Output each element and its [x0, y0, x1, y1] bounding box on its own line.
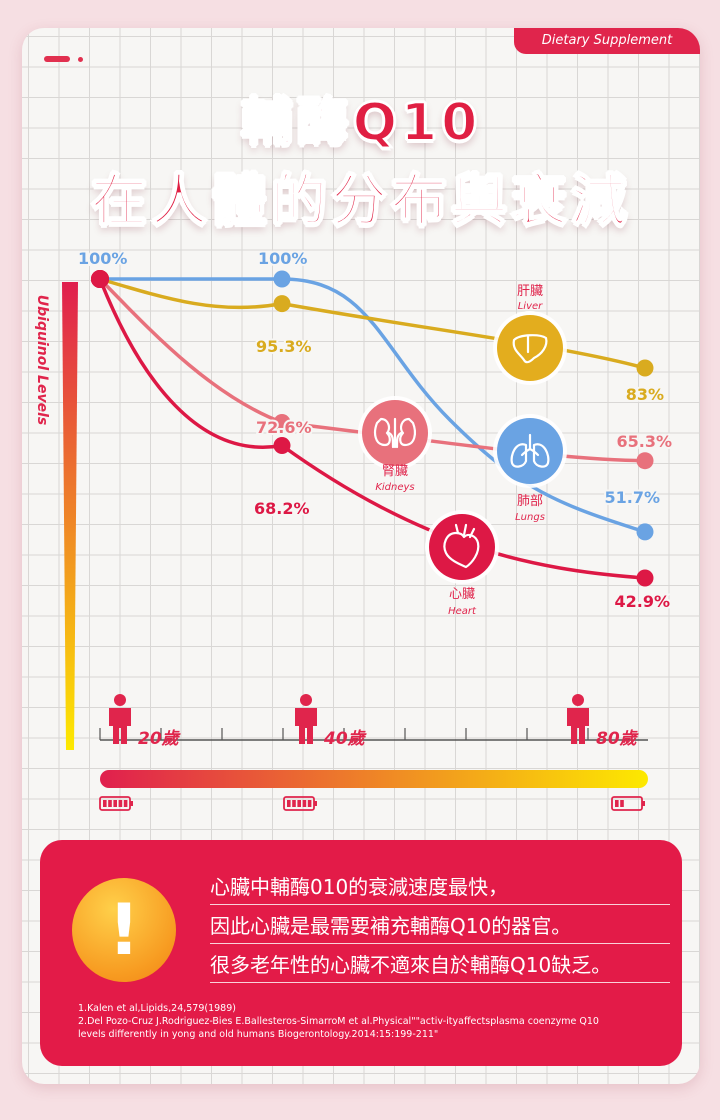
battery-icon-full-cell	[113, 800, 117, 807]
battery-icon-low-tip	[642, 801, 645, 806]
heart-badge: 心臟 Heart	[425, 510, 499, 617]
note-line-1: 心臟中輔酶010的衰減速度最快，	[210, 870, 670, 905]
kidney-vessels	[387, 417, 403, 449]
value-label-kidneys-1: 72.6%	[256, 418, 312, 437]
battery-icon-full-cell	[103, 800, 107, 807]
heart-label-en: Heart	[448, 606, 477, 617]
battery-icon-low-cell	[620, 800, 624, 807]
liver-label-zh: 肝臟	[517, 284, 543, 299]
decor-dot	[78, 57, 83, 62]
data-point-kidneys-2	[636, 452, 654, 470]
battery-icon-mid-cell	[297, 800, 301, 807]
data-point-lungs-2	[636, 523, 654, 541]
value-label-lungs-0: 100%	[78, 249, 127, 268]
kidneys-label-en: Kidneys	[375, 482, 414, 493]
reference-2-cont: levels differently in yong and old human…	[78, 1029, 439, 1040]
lungs-badge: 肺部 Lungs	[493, 414, 567, 523]
age-person-icon-1-head	[300, 694, 312, 706]
data-point-liver-2	[636, 359, 654, 377]
data-point-heart-2	[636, 569, 654, 587]
age-person-icon-0-body	[109, 708, 131, 744]
battery-icon-mid	[283, 796, 317, 811]
lungs-label-en: Lungs	[515, 512, 545, 523]
exclamation-icon: !	[72, 878, 176, 982]
battery-icon-mid-cell	[302, 800, 307, 807]
heart-icon	[443, 523, 480, 569]
value-label-lungs-2: 51.7%	[604, 488, 660, 507]
age-person-icon-1	[295, 694, 317, 744]
note-line-3: 很多老年性的心臟不適來自於輔酶Q10缺乏。	[210, 948, 670, 983]
liver-icon	[512, 334, 548, 364]
value-label-kidneys-2: 65.3%	[616, 432, 672, 451]
liver-shape	[512, 334, 548, 364]
data-point-kidneys-1	[273, 413, 291, 431]
reference-2: 2.Del Pozo-Cruz J.Rodriguez-Bies E.Balle…	[78, 1016, 599, 1027]
age-gradient-bar	[100, 770, 648, 788]
age-label-1: 40歲	[323, 729, 368, 749]
battery-icon-full-tip	[130, 801, 133, 806]
lung-right	[532, 443, 550, 468]
lung-left	[510, 443, 528, 468]
references: 1.Kalen et al,Lipids,24,579(1989) 2.Del …	[78, 1002, 668, 1041]
infographic-card: Dietary Supplement 輔酶Q10 在人體的分布與衰減 Ubiqu…	[22, 28, 700, 1084]
lungs-badge-fill	[497, 418, 563, 484]
kidneys-badge: 腎臟 Kidneys	[358, 396, 432, 493]
decor-dash	[44, 56, 70, 62]
heart-label-zh: 心臟	[449, 587, 475, 602]
battery-icon-mid-cell	[307, 800, 312, 807]
value-label-liver-2: 83%	[626, 385, 664, 404]
liver-badge-fill	[497, 315, 563, 381]
liver-label-en: Liver	[518, 301, 543, 312]
battery-icon-mid-cell	[292, 800, 296, 807]
data-point-heart-0	[91, 270, 109, 288]
battery-icon-full	[99, 796, 133, 811]
battery-icon-low	[611, 796, 645, 811]
battery-icon-mid-tip	[314, 801, 317, 806]
liver-badge: 肝臟 Liver	[493, 284, 567, 385]
age-label-0: 20歲	[138, 729, 182, 749]
y-axis-gradient-bar	[62, 282, 78, 750]
age-person-icon-2	[567, 694, 589, 744]
battery-icon-mid-cell	[287, 800, 291, 807]
kidney-right	[399, 417, 416, 447]
age-label-2: 80歲	[596, 729, 640, 749]
heart-shape	[443, 531, 480, 569]
battery-icon-full-cell	[123, 800, 128, 807]
lungs-icon	[510, 433, 550, 468]
age-person-icon-1-body	[295, 708, 317, 744]
data-point-liver-1	[273, 295, 291, 313]
kidney-left	[374, 417, 391, 447]
age-person-icon-2-body	[567, 708, 589, 744]
lungs-label-zh: 肺部	[517, 494, 543, 509]
title-line-2-text: 在人體的分布與衰減	[90, 168, 631, 235]
note-text: 心臟中輔酶010的衰減速度最快， 因此心臟是最需要補充輔酶Q10的器官。 很多老…	[210, 870, 670, 987]
series-line-liver	[98, 277, 647, 370]
battery-icon-low-cell	[615, 800, 619, 807]
value-label-liver-1: 95.3%	[256, 337, 312, 356]
note-line-2: 因此心臟是最需要補充輔酶Q10的器官。	[210, 909, 670, 944]
value-label-heart-2: 42.9%	[614, 592, 670, 611]
data-point-heart-1	[273, 437, 291, 455]
battery-icon-full-cell	[108, 800, 112, 807]
age-person-icon-2-head	[572, 694, 584, 706]
value-label-heart-1: 68.2%	[254, 499, 310, 518]
heart-badge-fill	[429, 514, 495, 580]
kidneys-label-zh: 腎臟	[382, 464, 408, 479]
title-line-2: 在人體的分布與衰減	[22, 156, 700, 237]
battery-icon-full-cell	[118, 800, 123, 807]
kidneys-icon	[374, 417, 416, 449]
heart-vessels	[454, 523, 476, 539]
series-line-lungs	[98, 277, 647, 534]
supplement-tag: Dietary Supplement	[514, 28, 700, 54]
value-label-lungs-1: 100%	[258, 249, 307, 268]
note-box: ! 心臟中輔酶010的衰減速度最快， 因此心臟是最需要補充輔酶Q10的器官。 很…	[40, 840, 682, 1066]
age-person-icon-0-head	[114, 694, 126, 706]
age-person-icon-0	[109, 694, 131, 744]
data-point-lungs-1	[273, 270, 291, 288]
title-line-1: 輔酶Q10	[240, 92, 482, 154]
reference-1: 1.Kalen et al,Lipids,24,579(1989)	[78, 1003, 236, 1014]
